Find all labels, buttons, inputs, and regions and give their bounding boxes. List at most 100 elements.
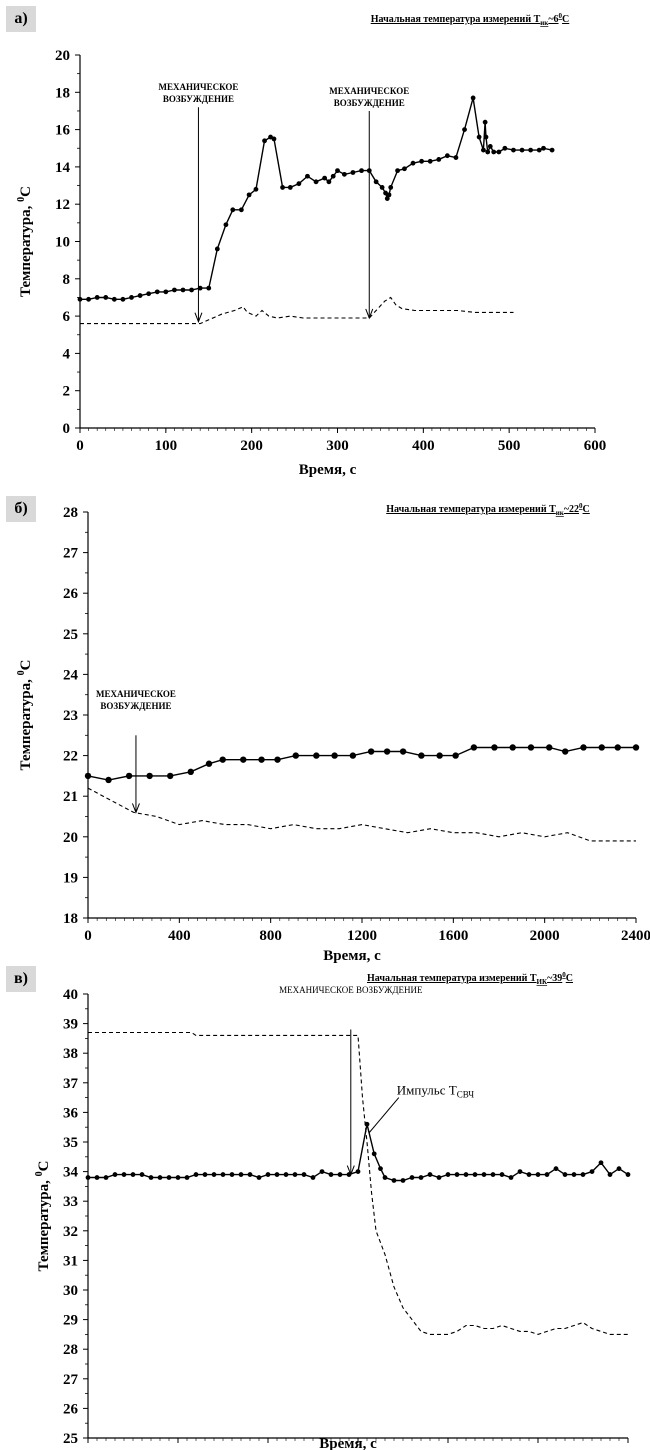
data-point [616,1166,622,1172]
y-tick-label: 18 [63,911,78,927]
y-tick-label: 14 [55,160,71,176]
data-point [445,1172,451,1177]
data-point [491,149,497,155]
annotation-arrow-head [346,1165,355,1176]
data-point [313,179,319,185]
data-point [580,1172,586,1177]
data-point [125,772,133,780]
data-point [230,207,236,213]
data-point [172,287,177,293]
data-point [536,147,542,153]
x-tick-label: 0 [84,1448,92,1450]
x-tick-label: 200 [257,1448,280,1450]
data-point [223,222,229,228]
data-point [535,1172,541,1177]
data-point [274,756,281,763]
data-point [157,1175,163,1180]
data-point [205,760,213,767]
data-point [571,1172,577,1177]
data-point [94,1175,100,1180]
data-point [527,744,535,751]
annotation-label: ВОЗБУЖДЕНИЕ [100,701,171,711]
chart-panel-b: б) 18 19 20 21 22 23 24 25 26 27 28 0 400 800 1200 1600… [0,490,650,964]
data-point [427,1172,433,1177]
data-point [84,772,92,780]
x-tick-label: 2000 [530,928,560,944]
panel-label-b: б) [6,496,36,522]
solid-series-line [80,97,553,300]
data-point [444,153,450,159]
x-axis-label: Время, с [323,948,381,964]
y-tick-label: 27 [63,546,79,562]
chart-panel-c: в) 2526272829303132333435363738394001002… [0,960,650,1450]
data-point [395,168,400,174]
dashed-series-line [88,1031,628,1335]
data-point [589,1169,595,1174]
data-point [359,168,364,174]
data-point [148,1175,154,1180]
data-point [197,285,203,291]
data-point [283,1172,289,1177]
data-point [402,166,407,172]
data-point [322,175,328,181]
data-point [364,1121,370,1127]
data-point [111,296,117,302]
x-tick-label: 600 [617,1448,640,1450]
data-point [499,1172,505,1177]
chart-title: Начальная температура измерений Тик~220С [386,502,590,517]
data-point [562,748,569,755]
data-point [337,1172,343,1177]
data-point [383,748,391,755]
data-point [625,1172,631,1177]
data-point [146,772,153,780]
data-point [436,157,442,162]
y-tick-label: 6 [63,309,71,325]
annotation-label: МЕХАНИЧЕСКОЕ ВОЗБУЖДЕНИЕ [279,985,423,995]
y-tick-label: 20 [63,830,78,846]
data-point [436,752,443,759]
y-tick-label: 28 [63,505,78,521]
y-tick-label: 36 [63,1105,79,1121]
data-point [287,185,293,190]
data-point [452,752,459,759]
data-point [541,145,546,151]
x-tick-label: 1200 [347,928,377,944]
x-axis-label: Время, с [299,462,357,478]
data-point [219,756,226,763]
y-tick-label: 26 [63,586,79,602]
y-tick-label: 0 [63,421,71,437]
x-tick-label: 2400 [621,928,650,944]
data-point [454,1172,460,1177]
data-point [562,1172,568,1177]
y-tick-label: 30 [63,1283,78,1299]
data-point [350,170,356,175]
data-point [470,95,476,101]
annotation-label: МЕХАНИЧЕСКОЕ [96,689,176,699]
y-tick-label: 32 [63,1224,78,1240]
data-point [418,752,425,759]
data-point [598,1160,604,1166]
data-point [349,752,357,759]
data-point [274,1172,280,1177]
data-point [482,119,488,125]
y-tick-label: 26 [63,1401,79,1417]
data-point [184,1175,190,1180]
annotation-arrow-head [131,803,140,814]
data-point [485,149,491,155]
data-point [214,246,220,252]
y-axis-label: Температура, 0С [16,186,34,297]
y-tick-label: 22 [63,749,78,765]
data-point [491,744,498,751]
data-point [85,1175,91,1180]
data-point [229,1172,235,1177]
y-tick-label: 34 [63,1165,79,1181]
y-tick-label: 21 [63,789,78,805]
y-tick-label: 27 [63,1372,79,1388]
y-tick-label: 4 [63,346,71,362]
chart-panel-a: а) 0 2 4 6 8 10 12 14 16 18 20 0 100 200 300 400 500 600 В… [0,0,650,480]
data-point [247,1172,253,1177]
data-point [77,296,83,302]
data-point [103,295,109,300]
data-point [292,752,299,759]
data-point [549,147,555,153]
